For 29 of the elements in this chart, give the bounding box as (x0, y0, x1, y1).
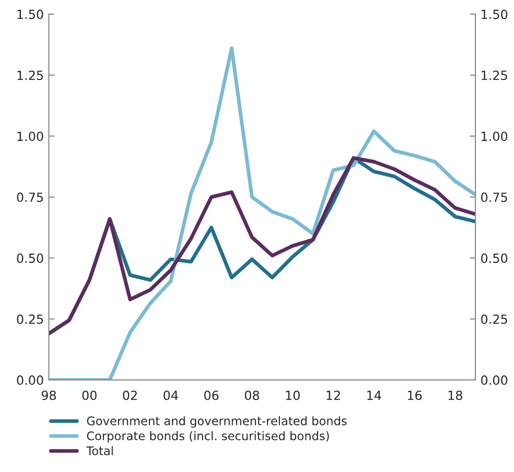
x-tick-label: 12 (326, 390, 340, 400)
line-series (48, 156, 476, 336)
y-tick-label: 1.00 (18, 132, 44, 142)
y2-tick-label: 0.25 (481, 314, 508, 324)
x-tick-label: 16 (408, 390, 422, 400)
x-tick-label: 06 (204, 390, 219, 400)
y-tick-label: 0.50 (16, 254, 44, 263)
legend-label: Corporate bonds (incl. securitised bonds) (87, 431, 329, 443)
y2-tick-label: 0.00 (481, 375, 508, 385)
x-tick-label: 18 (448, 390, 462, 400)
legend-label: Total (86, 446, 113, 456)
y-tick-label: 1.50 (18, 10, 44, 20)
y2-tick-label: 1.25 (482, 70, 508, 80)
y-tick-label: 0.25 (16, 314, 43, 324)
x-tick-label: 10 (286, 390, 300, 400)
x-tick-label: 02 (122, 390, 137, 400)
y-tick-label: 1.25 (18, 70, 43, 80)
x-tick-label: 04 (164, 390, 178, 400)
y2-tick-label: 0.75 (481, 192, 508, 202)
y2-tick-label: 1.00 (482, 132, 508, 142)
y2-tick-label: 1.50 (482, 10, 508, 20)
legend-label: Government and government-related bonds (87, 416, 347, 428)
x-tick-label: 98 (42, 390, 56, 400)
y2-tick-label: 0.50 (481, 254, 508, 263)
x-tick-label: 14 (367, 390, 382, 400)
y-tick-label: 0.00 (16, 375, 44, 385)
x-tick-label: 00 (82, 390, 97, 400)
x-tick-label: 08 (244, 390, 260, 400)
y-tick-label: 0.75 (16, 192, 43, 202)
